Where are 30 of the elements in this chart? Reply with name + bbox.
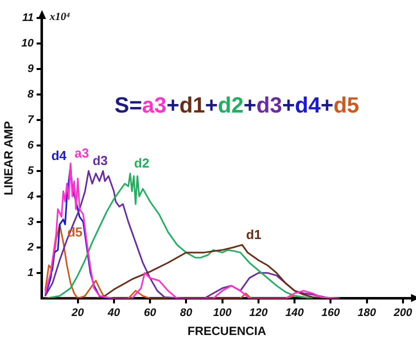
x-tick-label: 120: [249, 307, 268, 320]
y-tick-label: 9: [28, 63, 35, 76]
y-tick-label: 7: [28, 114, 35, 126]
y-tick-label: 10: [21, 38, 35, 50]
series-label: d4: [51, 148, 68, 163]
series-label: d3: [92, 152, 108, 168]
series-label: d1: [246, 226, 262, 242]
x-tick-label: 40: [106, 307, 121, 320]
y-tick-label: 3: [28, 216, 34, 228]
y-tick-label: 8: [28, 88, 35, 101]
x-tick-label: 160: [322, 307, 341, 320]
annotation: x10⁴: [48, 11, 70, 23]
x-tick-label: 140: [285, 307, 305, 320]
x-tick-label: 100: [213, 307, 232, 320]
x-tick-label: 20: [70, 307, 85, 320]
series-label: d2: [134, 155, 150, 170]
x-tick-label: 80: [180, 307, 194, 320]
text: S=a3+d1+d2+d3+d4+d5: [114, 92, 360, 118]
y-tick-label: 11: [22, 12, 34, 24]
y-tick-label: 6: [28, 139, 35, 152]
x-tick-label: 200: [392, 307, 414, 320]
y-tick-label: 2: [26, 241, 34, 254]
x-axis-title: FRECUENCIA: [187, 324, 266, 338]
x-tick-label: 180: [358, 307, 377, 320]
x-tick-label: 60: [144, 307, 158, 320]
y-tick-label: 5: [28, 164, 35, 177]
y-axis-title: LINEAR AMP: [2, 121, 16, 196]
series-label: a3: [74, 145, 90, 160]
y-tick-label: 1: [28, 266, 34, 279]
y-tick-label: 4: [26, 190, 34, 202]
